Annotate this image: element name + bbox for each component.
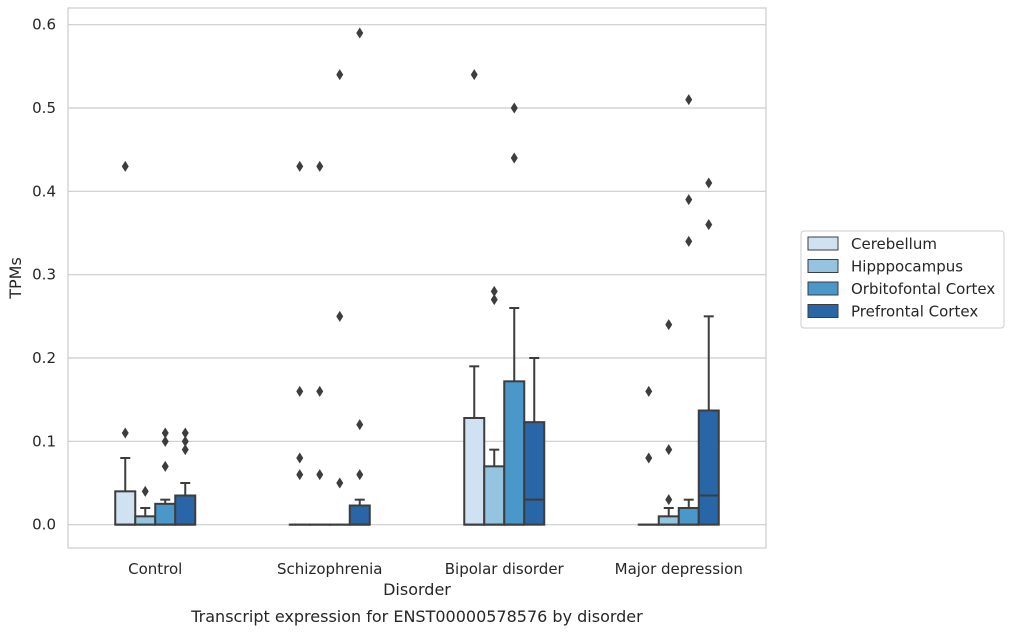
outlier-point — [510, 102, 518, 114]
outlier-points — [121, 27, 713, 506]
box — [523, 421, 546, 526]
box — [657, 515, 680, 526]
x-tick-label: Major depression — [615, 560, 743, 578]
y-axis-label: TPMs — [6, 257, 25, 300]
x-tick-label: Control — [128, 560, 182, 578]
outlier-point — [490, 285, 498, 297]
plot-area — [68, 8, 766, 548]
box-group — [114, 457, 137, 526]
box — [463, 417, 486, 526]
box — [174, 494, 197, 526]
box-groups — [114, 307, 720, 526]
legend-swatch — [807, 259, 839, 273]
outlier-point — [356, 419, 364, 431]
box — [134, 515, 157, 526]
outlier-point — [510, 152, 518, 164]
outlier-point — [316, 160, 324, 172]
y-tick-label: 0.4 — [32, 182, 56, 200]
outlier-point — [336, 69, 344, 81]
y-tick-label: 0.0 — [32, 516, 56, 534]
outlier-point — [161, 460, 169, 472]
plot-frame — [67, 7, 767, 549]
box-group — [697, 315, 720, 526]
y-tick-label: 0.1 — [32, 432, 56, 450]
outlier-point — [705, 219, 713, 231]
legend-swatch — [807, 304, 839, 318]
box — [348, 504, 371, 526]
outlier-point — [181, 444, 189, 456]
outlier-point — [316, 469, 324, 481]
outlier-point — [356, 27, 364, 39]
box-group — [348, 498, 371, 526]
box — [483, 465, 506, 526]
outlier-point — [296, 469, 304, 481]
x-axis-ticks: Control Schizophrenia Bipolar disorder Majo… — [128, 560, 743, 578]
outlier-point — [470, 69, 478, 81]
box — [697, 409, 720, 526]
outlier-point — [181, 427, 189, 439]
x-axis-label: Disorder — [383, 580, 451, 599]
box-group — [523, 357, 546, 526]
box — [677, 507, 700, 526]
outlier-point — [296, 385, 304, 397]
chart-caption: Transcript expression for ENST0000057857… — [190, 607, 643, 626]
y-axis-ticks: 0.0 0.1 0.2 0.3 0.4 0.5 0.6 — [32, 16, 56, 534]
outlier-point — [121, 427, 129, 439]
outlier-point — [685, 235, 693, 247]
outlier-point — [665, 444, 673, 456]
legend-label: Orbitofontal Cortex — [851, 280, 995, 298]
box-group — [154, 498, 177, 526]
outlier-point — [356, 469, 364, 481]
legend-swatch — [807, 236, 839, 251]
box — [154, 502, 177, 526]
outlier-point — [316, 385, 324, 397]
x-tick-label: Bipolar disorder — [445, 560, 565, 578]
outlier-point — [665, 494, 673, 506]
x-tick-label: Schizophrenia — [277, 560, 382, 578]
y-tick-label: 0.3 — [32, 266, 56, 284]
outlier-point — [121, 160, 129, 172]
legend: Cerebellum Hipppocampus Orbitofontal Corte… — [800, 230, 1005, 329]
outlier-point — [705, 177, 713, 189]
outlier-point — [685, 94, 693, 106]
outlier-point — [336, 477, 344, 489]
outlier-point — [296, 160, 304, 172]
box-group — [463, 365, 486, 526]
box-group — [657, 507, 680, 526]
outlier-point — [665, 319, 673, 331]
box — [503, 380, 526, 526]
outlier-point — [181, 435, 189, 447]
outlier-point — [645, 385, 653, 397]
box-group — [677, 498, 700, 526]
box-group — [174, 482, 197, 526]
y-tick-label: 0.2 — [32, 349, 56, 367]
box — [114, 490, 137, 526]
legend-label: Cerebellum — [851, 235, 937, 253]
legend-label: Hipppocampus — [851, 258, 963, 276]
y-tick-label: 0.5 — [32, 99, 56, 117]
outlier-point — [490, 294, 498, 306]
outlier-point — [141, 485, 149, 497]
legend-label: Prefrontal Cortex — [851, 303, 978, 321]
outlier-point — [685, 194, 693, 206]
outlier-point — [161, 435, 169, 447]
legend-swatch — [807, 281, 839, 296]
outlier-point — [645, 452, 653, 464]
outlier-point — [161, 427, 169, 439]
legend-frame — [800, 230, 1005, 329]
y-tick-label: 0.6 — [32, 16, 56, 34]
outlier-point — [296, 452, 304, 464]
outlier-point — [336, 310, 344, 322]
